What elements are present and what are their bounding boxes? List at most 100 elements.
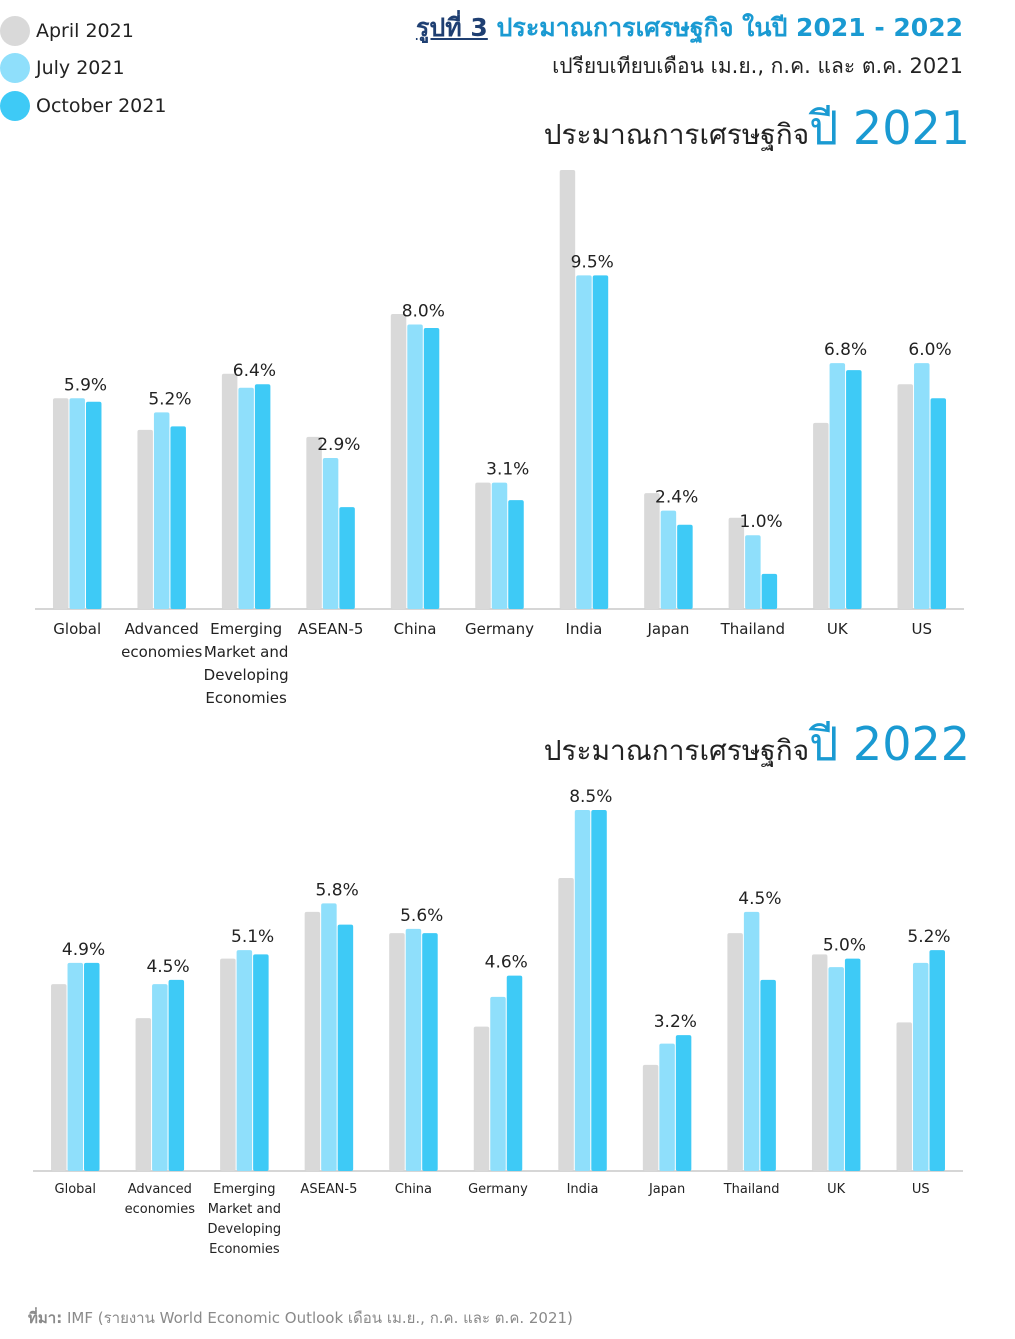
bar-july-2021 (829, 363, 846, 609)
bar-july-2021 (405, 928, 422, 1171)
bar-july-2021 (67, 962, 84, 1171)
data-label: 8.0% (402, 302, 445, 322)
bar-group-2022-us (896, 950, 945, 1171)
data-label: 1.0% (740, 512, 783, 532)
chart-2022: 4.9% Global 4.5% Advanced economies 5.1% Emerg… (33, 787, 963, 1257)
bar-october-2021 (423, 328, 440, 609)
category-label: ASEAN-5 (300, 1182, 357, 1197)
bar-october-2021 (170, 426, 186, 609)
bar-group-2021-china (390, 313, 440, 609)
bar-group-2022-emerging-market-and-developing-economies (220, 950, 269, 1171)
category-label: UK (827, 620, 849, 638)
bar-october-2021 (339, 507, 355, 609)
category-label: UK (827, 1182, 846, 1197)
bar-july-2021 (69, 398, 85, 609)
category-label: Market and (204, 643, 289, 661)
bar-group-2022-uk (811, 954, 861, 1171)
category-label: Developing (208, 1222, 282, 1237)
bar-july-2021 (743, 911, 760, 1171)
bar-october-2021 (844, 958, 861, 1171)
data-label: 5.1% (231, 927, 274, 947)
legend: April 2021 July 2021 October 2021 (0, 12, 166, 125)
bar-group-2021-germany (475, 482, 524, 609)
category-label: Emerging (210, 620, 282, 638)
bar-october-2021 (422, 933, 438, 1171)
data-label: 2.9% (317, 435, 360, 455)
category-label: India (566, 620, 603, 638)
bar-july-2021 (659, 1043, 675, 1171)
data-label: 5.2% (148, 389, 191, 409)
category-label: Advanced (128, 1182, 192, 1197)
bar-group-2022-advanced-economies (135, 979, 185, 1171)
category-label: India (567, 1182, 599, 1197)
bar-group-2021-uk (813, 363, 862, 609)
bar-july-2021 (490, 996, 506, 1171)
bar-october-2021 (254, 384, 271, 609)
data-label: 3.2% (654, 1012, 697, 1032)
legend-swatch-october (0, 90, 30, 121)
data-label: 5.2% (907, 927, 950, 947)
category-label: Market and (208, 1202, 281, 1217)
category-label: Advanced (125, 620, 199, 638)
bar-april-2021 (389, 933, 405, 1171)
bar-october-2021 (677, 524, 693, 609)
bar-april-2021 (306, 436, 322, 609)
bar-october-2021 (675, 1035, 692, 1171)
bar-group-2021-asean-5 (306, 436, 355, 609)
bar-october-2021 (846, 370, 862, 609)
bar-july-2021 (238, 387, 254, 609)
bar-april-2021 (642, 1064, 659, 1171)
bar-july-2021 (660, 510, 677, 609)
bar-april-2021 (559, 170, 576, 609)
data-label: 4.5% (738, 889, 781, 909)
bar-group-2022-germany (473, 975, 523, 1171)
bar-july-2021 (576, 275, 592, 609)
bar-april-2021 (137, 429, 153, 609)
data-label: 5.9% (64, 375, 107, 395)
data-label: 4.6% (485, 953, 528, 973)
category-label: Germany (468, 1182, 528, 1197)
figure-title-main: รูปที่ 3 ประมาณการเศรษฐกิจ ในปี 2021 - 2… (416, 8, 963, 48)
bar-october-2021 (168, 979, 185, 1171)
bar-april-2021 (51, 984, 67, 1171)
figure-title-text: ประมาณการเศรษฐกิจ ในปี 2021 - 2022 (496, 13, 963, 42)
bar-july-2021 (407, 324, 423, 609)
category-label: Japan (648, 1182, 685, 1197)
bar-group-2021-india (559, 170, 609, 609)
bar-october-2021 (929, 950, 945, 1171)
category-label: economies (121, 643, 202, 661)
bar-july-2021 (491, 482, 508, 609)
bar-october-2021 (591, 810, 607, 1171)
bar-july-2021 (828, 967, 844, 1171)
bar-april-2021 (304, 911, 321, 1171)
legend-item-july: July 2021 (0, 50, 166, 88)
legend-item-april: April 2021 (0, 12, 166, 50)
bar-april-2021 (727, 933, 743, 1171)
data-label: 5.6% (400, 906, 443, 926)
bar-group-2021-emerging-market-and-developing-economies (221, 373, 271, 609)
category-label: US (912, 620, 933, 638)
data-label: 6.4% (233, 361, 276, 381)
legend-label-october: October 2021 (36, 94, 167, 117)
category-label: China (394, 620, 437, 638)
bar-april-2021 (558, 877, 574, 1171)
bar-october-2021 (760, 979, 776, 1171)
legend-swatch-july (0, 53, 30, 84)
bar-group-2022-global (51, 962, 100, 1171)
bar-july-2021 (321, 903, 337, 1171)
bar-july-2021 (912, 962, 929, 1171)
bar-october-2021 (84, 962, 100, 1171)
bar-july-2021 (574, 810, 591, 1171)
bar-group-2022-asean-5 (304, 903, 354, 1171)
bar-july-2021 (745, 535, 761, 609)
bar-july-2021 (914, 363, 930, 609)
category-label: Japan (646, 620, 689, 638)
bar-group-2021-us (897, 363, 947, 609)
bar-group-2022-india (558, 810, 607, 1171)
category-label: Thailand (723, 1182, 780, 1197)
bar-october-2021 (337, 924, 354, 1171)
bar-april-2021 (135, 1018, 152, 1171)
source-label: ที่มา: (28, 1309, 63, 1327)
bar-july-2021 (152, 984, 168, 1171)
bar-april-2021 (221, 373, 238, 609)
